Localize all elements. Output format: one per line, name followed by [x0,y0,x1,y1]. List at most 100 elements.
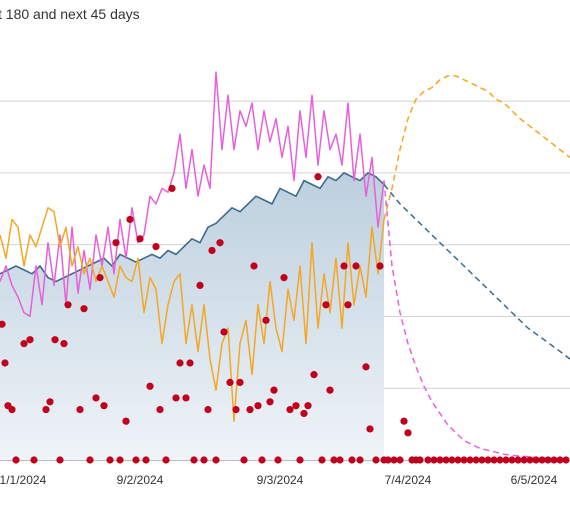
series-6-point [46,398,54,406]
series-6-point [212,456,220,464]
series-6-point [51,336,59,344]
series-2-forecast-line [383,180,570,460]
series-6-point [80,305,88,313]
series-6-point [280,274,288,282]
series-6-point [96,274,104,282]
series-6-point [404,429,412,437]
series-6-point [304,402,312,410]
series-6-point [478,456,486,464]
x-tick-label-2: 9/3/2024 [257,473,304,487]
series-6-point [220,328,228,336]
series-6-point [300,409,308,418]
series-6-point [254,402,262,410]
series-6-point [42,405,50,414]
series-6-point [226,378,234,386]
series-6-point [0,320,6,328]
series-6-point [146,382,154,390]
series-6-point [274,456,282,464]
series-6-point [262,316,270,324]
series-6-point [322,301,330,309]
series-6-point [520,456,528,464]
series-6-point [26,336,34,344]
series-6-point [460,456,468,464]
series-6-point [86,456,94,464]
series-6-point [8,405,16,414]
series-6-point [270,386,278,394]
series-6-point [356,456,364,464]
x-tick-label-0: 11/1/2024 [0,473,47,487]
series-6-point [60,340,68,348]
series-6-point [366,425,374,433]
x-tick-label-4: 6/5/2024 [511,473,558,487]
series-6-point [200,456,208,464]
series-6-point [156,405,164,414]
series-6-point [396,456,404,464]
series-6-point [514,456,522,464]
x-tick-label-1: 9/2/2024 [117,473,164,487]
series-6-point [126,215,134,224]
series-6-point [484,456,492,464]
series-6-point [106,456,114,464]
series-6-point [490,456,498,464]
series-6-point [384,456,392,464]
series-6-point [12,456,20,464]
series-6-point [556,456,564,464]
series-1-line [0,71,385,318]
series-6-point [122,417,130,425]
series-6-point [376,262,384,270]
series-6-point [92,394,100,402]
series-0-area [0,172,384,460]
series-6-point [246,405,254,414]
series-6-point [182,394,190,402]
series-6-point [436,456,444,464]
series-6-point [56,456,64,464]
series-6-point [466,456,474,464]
series-6-point [562,456,570,464]
series-6-point [526,456,534,464]
series-6-point [430,456,438,464]
series-6-point [152,243,160,251]
series-6-point [362,363,370,371]
series-6-point [196,281,204,289]
series-6-point [240,456,248,464]
series-6-point [232,405,240,414]
x-tick-label-3: 7/4/2024 [385,473,432,487]
series-6-point [502,456,510,464]
series-6-point [250,262,258,270]
series-6-point [538,456,546,464]
series-6-point [508,456,516,464]
series-5-forecast-line [383,184,570,360]
series-6-point [348,456,356,464]
series-6-point [76,405,84,414]
series-6-point [532,456,540,464]
series-6-point [390,456,398,464]
series-4-forecast-line [383,75,570,220]
series-6-point [176,359,184,367]
series-6-point [208,246,216,255]
series-6-point [496,456,504,464]
series-6-point [136,235,144,243]
series-6-point [454,456,462,464]
series-6-point [336,456,344,464]
series-6-point [190,456,198,464]
series-6-point [30,456,38,464]
series-6-point [416,456,424,464]
series-6-point [1,359,9,367]
series-6-point [296,456,304,464]
series-6-point [162,456,170,464]
series-6-point [544,456,552,464]
series-6-point [112,239,120,247]
series-6-point [340,262,348,270]
series-6-point [424,456,432,464]
series-6-point [318,456,326,464]
series-6-point [258,456,266,464]
chart-title: t 180 and next 45 days [0,6,140,22]
series-6-point [204,405,212,414]
series-6-point [266,398,274,406]
series-6-point [314,173,322,181]
series-6-point [352,262,360,270]
series-6-point [448,456,456,464]
series-6-point [142,456,150,464]
series-6-point [550,456,558,464]
